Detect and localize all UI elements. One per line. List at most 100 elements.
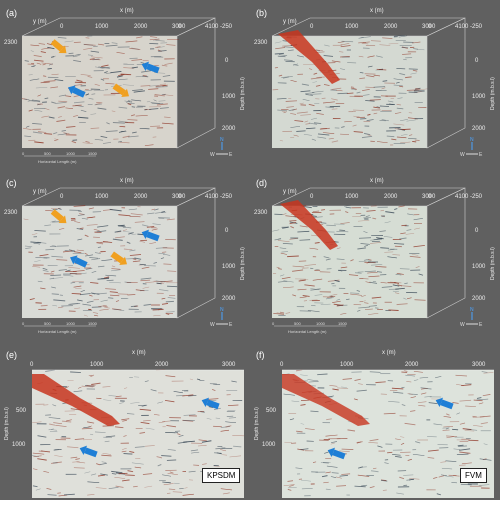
seismic-wiggle [321, 210, 325, 211]
depth-tick-label: 2000 [472, 296, 486, 302]
seismic-wiggle [131, 306, 137, 307]
compass-icon: N W E [210, 137, 233, 158]
x-tick-label: 0 [310, 194, 314, 200]
depth-axis-label: Depth (m.b.s.l) [490, 247, 496, 280]
x-tick-label: 2000 [134, 194, 148, 200]
seismic-wiggle [383, 490, 387, 491]
x-axis-label: x (m) [120, 178, 134, 184]
x-tick-label: 4100 [455, 194, 469, 200]
scale-label: Horizontal Length (m) [38, 329, 77, 334]
svg-text:E: E [229, 322, 233, 328]
seismic-wiggle [48, 68, 52, 69]
x-tick-label: 1000 [95, 194, 109, 200]
seismic-wiggle [75, 82, 86, 83]
seismic-wiggle [52, 294, 59, 295]
x-axis-label: x (m) [370, 8, 384, 14]
seismic-wiggle [400, 269, 410, 270]
seismic-wiggle [299, 261, 306, 262]
volume-view-a: x (m) y (m) 0 1000 2000 3000 4100 2300 0… [0, 0, 250, 170]
volume-top-face [22, 188, 215, 206]
depth-tick-label: 1000 [222, 94, 236, 100]
seismic-wiggle [321, 223, 327, 224]
seismic-wiggle [370, 100, 381, 101]
x-tick-label: 1000 [345, 24, 359, 30]
svg-text:0: 0 [22, 321, 25, 326]
seismic-wiggle [458, 445, 464, 446]
scale-tick-label: 1500 [88, 151, 98, 156]
svg-text:500: 500 [44, 321, 51, 326]
seismic-wiggle [401, 372, 407, 373]
svg-text:W: W [210, 322, 215, 328]
seismic-wiggle [380, 248, 389, 249]
x-tick-label: 0 [310, 24, 314, 30]
seismic-wiggle [351, 87, 354, 88]
y-tick-label: 2300 [4, 40, 18, 46]
seismic-wiggle [323, 463, 329, 464]
method-label: KPSDM [202, 468, 240, 483]
depth-tick-label: 1000 [472, 264, 486, 270]
seismic-wiggle [310, 411, 318, 412]
seismic-wiggle [359, 238, 371, 239]
seismic-wiggle [140, 264, 146, 265]
svg-text:1000: 1000 [66, 321, 76, 326]
scale-label: Horizontal Length (m) [288, 329, 327, 334]
seismic-wiggle [299, 479, 302, 480]
volume-top-face [272, 18, 465, 36]
seismic-wiggle [74, 468, 85, 469]
y-tick-label: 2300 [4, 210, 18, 216]
volume-right-face [177, 188, 215, 318]
depth-tick-label: 2000 [472, 126, 486, 132]
seismic-wiggle [360, 119, 366, 120]
depth-tick-label: 500 [16, 408, 27, 414]
svg-text:E: E [479, 152, 483, 158]
svg-text:E: E [479, 322, 483, 328]
seismic-wiggle [388, 310, 398, 311]
depth-tick-label: -250 [470, 24, 483, 30]
seismic-wiggle [61, 306, 73, 307]
x-tick-label: 1000 [345, 194, 359, 200]
seismic-volume-front [22, 206, 177, 318]
seismic-wiggle [474, 400, 483, 401]
seismic-wiggle [113, 123, 125, 124]
seismic-wiggle [137, 234, 143, 235]
x-axis-label: x (m) [132, 350, 146, 356]
panel-f: (f) x (m) 0 1000 2000 3000 500 1000 Dept… [250, 340, 500, 500]
seismic-wiggle [119, 473, 128, 474]
seismic-wiggle [275, 53, 284, 54]
depth-tick-label: 500 [266, 408, 277, 414]
panel-label: (f) [256, 350, 265, 360]
panel-label: (e) [6, 350, 17, 360]
panel-label: (a) [6, 8, 17, 18]
svg-text:N: N [470, 137, 474, 143]
volume-view-b: x (m) y (m) 0 1000 2000 3000 4100 2300 0… [250, 0, 500, 170]
depth-tick-label: 0 [225, 228, 229, 234]
svg-text:W: W [210, 152, 215, 158]
y-axis-label: y (m) [283, 19, 297, 25]
depth-axis-label: Depth (m.b.s.l) [4, 407, 10, 440]
x-tick-label: 2000 [405, 362, 419, 368]
seismic-wiggle [167, 286, 177, 287]
x-tick-label: 0 [30, 362, 34, 368]
seismic-wiggle [370, 372, 381, 373]
x-tick-label: 2000 [384, 24, 398, 30]
panel-e: (e) x (m) 0 1000 2000 3000 500 1000 Dept… [0, 340, 250, 500]
svg-text:N: N [220, 137, 224, 143]
depth-tick-label: 1000 [472, 94, 486, 100]
seismic-wiggle [132, 107, 135, 108]
seismic-wiggle [387, 452, 392, 453]
depth-axis-label: Depth (m.b.s.l) [254, 407, 260, 440]
x-tick-label: 3000 [472, 362, 486, 368]
y-axis-label: y (m) [33, 19, 47, 25]
x-tick-label: 1000 [90, 362, 104, 368]
y-axis-label: y (m) [283, 189, 297, 195]
seismic-wiggle [143, 76, 147, 77]
seismic-wiggle [412, 141, 416, 142]
seismic-wiggle [167, 460, 176, 461]
svg-text:1000: 1000 [316, 321, 326, 326]
seismic-wiggle [452, 429, 458, 430]
seismic-wiggle [331, 283, 334, 284]
seismic-wiggle [98, 266, 104, 267]
seismic-wiggle [153, 309, 164, 310]
volume-view-d: x (m) y (m) 0 1000 2000 3000 4100 2300 0… [250, 170, 500, 340]
